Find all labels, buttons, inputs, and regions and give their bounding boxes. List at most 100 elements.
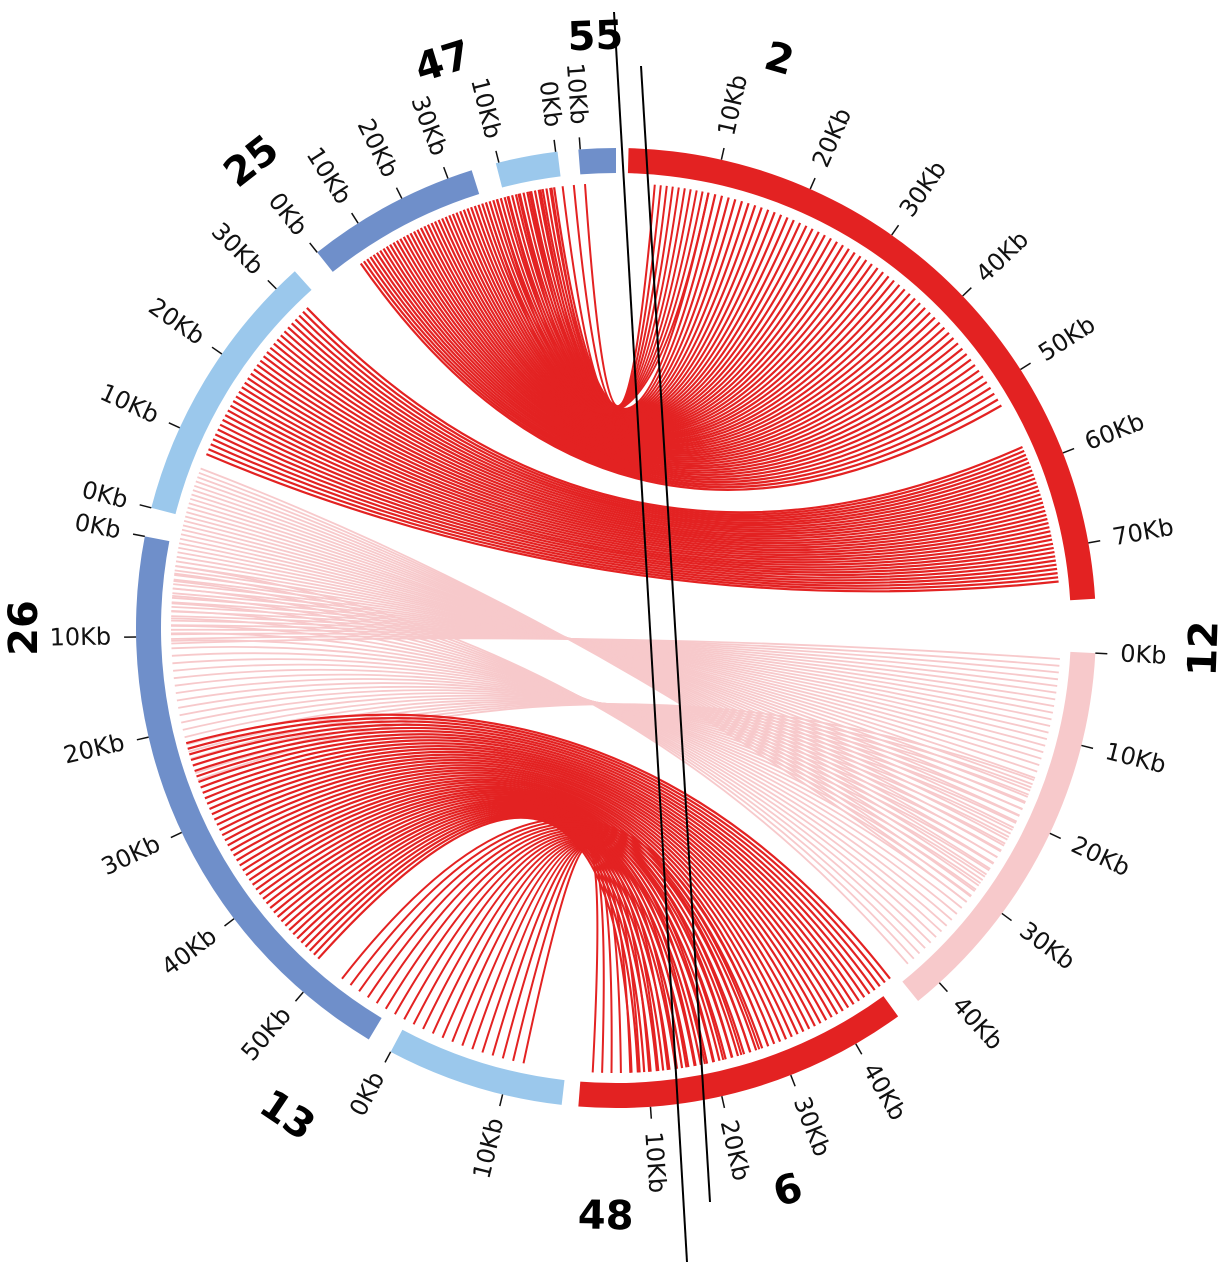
tick-label: 20Kb [352,114,405,182]
segment-26 [151,271,312,515]
tick-mark [790,1074,796,1087]
chord-link [194,729,866,998]
chord-link [250,372,1046,549]
chord-link [430,222,911,446]
tick-mark [809,177,816,190]
chord-link [451,213,879,437]
tick-mark [1020,362,1031,371]
chord-link [422,836,688,1068]
chord-link [385,246,972,472]
chord-link [217,428,1056,579]
chord-link [211,753,822,1024]
chord-link [455,212,873,436]
chord-link [431,838,679,1069]
tick-mark [294,991,304,1002]
tick-label: 30Kb [894,156,952,222]
chord-link [247,377,1047,552]
tick-label: 10Kb [301,142,358,209]
tick-mark [384,1051,392,1063]
tick-label: 10Kb [639,1131,671,1194]
chord-link [262,793,721,1062]
chord-link [262,355,1041,540]
tick-label: 10Kb [96,378,164,429]
tick-label: 10Kb [49,622,111,651]
chord-link [359,262,1002,491]
tick-label: 0Kb [263,187,314,241]
tick-mark [721,1096,726,1109]
chord-link [382,248,976,474]
tick-mark [351,212,359,224]
chord-link [190,723,876,991]
chord-link [187,717,886,984]
chord-link [379,250,980,477]
tick-label: 70Kb [1110,513,1176,551]
chord-link [266,351,1040,538]
segment-label-26: 26 [1,600,47,656]
segment-55 [578,148,616,175]
chord-link [423,225,921,450]
chord-link [394,831,716,1063]
segment-25 [317,170,480,272]
tick-mark [211,346,223,355]
chord-link [283,330,1033,527]
chord-link [239,778,764,1049]
chord-link [375,827,734,1058]
segment-label-13: 13 [251,1081,323,1150]
tick-label: 30Kb [206,217,269,280]
chord-link [448,214,884,439]
chord-link [276,338,1036,531]
tick-mark [578,137,581,150]
tick-mark [553,139,557,152]
chord-link [232,400,1052,564]
tick-mark [309,242,318,253]
chord-link [242,780,758,1051]
chord-link [224,414,1054,571]
tick-mark [139,504,152,509]
chord-link [459,210,868,434]
segment-2 [627,148,1096,601]
tick-mark [1062,447,1075,454]
chord-link [366,258,995,486]
tick-label: 10Kb [1102,737,1168,779]
chord-link [306,307,1023,514]
chord-link [224,766,793,1038]
chord-link [213,756,816,1027]
chord-link [444,216,890,440]
chord-link [287,326,1032,524]
chord-link [304,812,652,1072]
chord-link [426,224,916,448]
tick-label: 40Kb [156,922,222,982]
tick-label: 20Kb [1067,830,1135,882]
chord-link [451,841,660,1072]
chord-link [409,232,941,457]
chord-link [288,806,677,1070]
tick-label: 20Kb [807,104,857,172]
tick-label: 50Kb [1033,310,1100,367]
chord-link [230,771,782,1043]
chord-link [235,395,1051,561]
segment-label-48: 48 [578,1192,634,1239]
chord-link [584,184,656,407]
tick-label: 60Kb [1081,407,1148,456]
chord-link [522,847,599,1073]
segment-47 [495,151,561,188]
chord-link [341,817,770,1047]
chord-link [202,742,844,1012]
segment-label-2: 2 [759,33,798,85]
tick-label: 0Kb [1120,639,1168,669]
tick-mark [168,422,181,429]
tick-label: 40Kb [857,1058,912,1125]
tick-mark [1088,540,1101,544]
chord-link [406,234,946,459]
tick-label: 40Kb [970,225,1034,288]
segment-6 [578,996,899,1108]
tick-mark [442,166,449,179]
tick-label: 0Kb [534,79,568,128]
tick-label: 30Kb [788,1093,836,1160]
chord-link [273,342,1037,533]
chord-link [298,314,1027,518]
tick-mark [891,224,900,236]
chord-link [389,244,968,470]
chord-link [358,822,752,1053]
tick-mark [395,187,403,199]
